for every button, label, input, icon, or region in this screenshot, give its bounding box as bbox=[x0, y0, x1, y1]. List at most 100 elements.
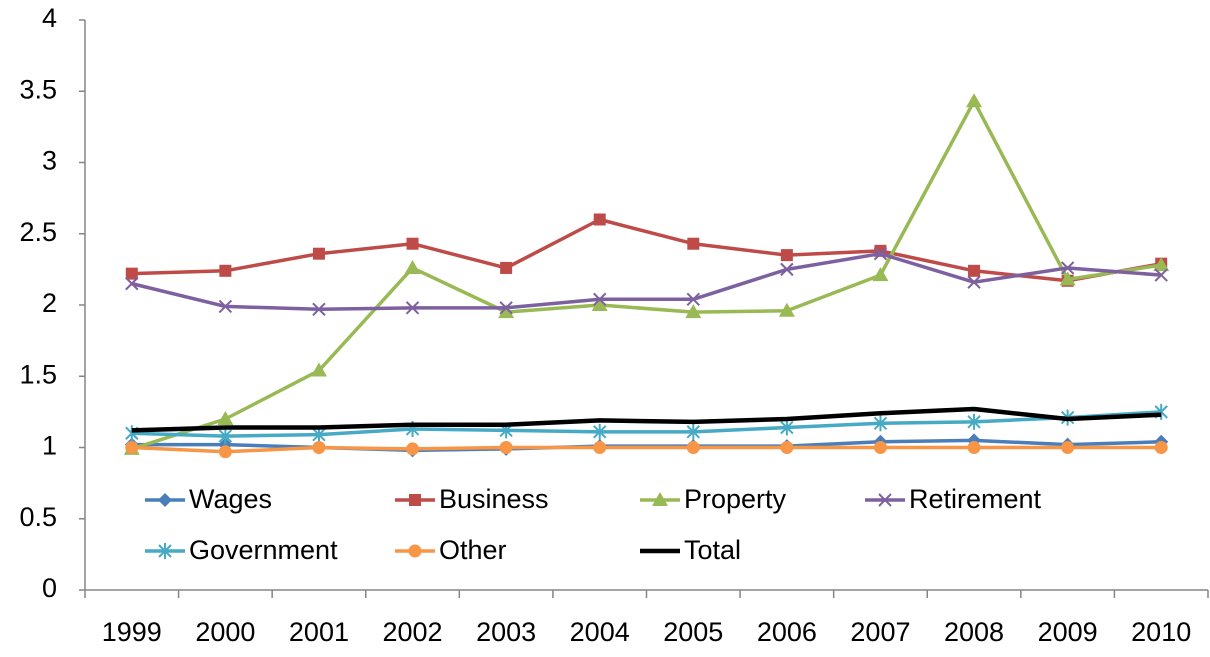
x-tick-label: 2002 bbox=[383, 617, 443, 647]
point-marker bbox=[498, 304, 515, 319]
legend-label: Other bbox=[439, 535, 507, 565]
point-marker bbox=[968, 264, 981, 277]
legend-marker bbox=[158, 493, 172, 507]
point-marker bbox=[404, 259, 421, 274]
point-marker bbox=[218, 299, 233, 314]
point-marker bbox=[217, 411, 234, 425]
series bbox=[131, 406, 1162, 433]
legend-item: Retirement bbox=[865, 484, 1042, 514]
point-marker bbox=[591, 297, 608, 311]
point-marker bbox=[1153, 257, 1170, 272]
series-line bbox=[131, 445, 1162, 454]
point-marker bbox=[873, 441, 887, 454]
point-marker bbox=[593, 213, 606, 226]
y-tick-label: 3 bbox=[42, 146, 57, 176]
series bbox=[125, 441, 1168, 459]
y-tick-label: 2 bbox=[42, 288, 57, 318]
series bbox=[125, 246, 1168, 316]
point-marker bbox=[125, 276, 139, 291]
point-marker bbox=[1061, 441, 1075, 454]
x-tick-label: 2000 bbox=[195, 617, 255, 647]
x-tick-label: 2003 bbox=[476, 617, 536, 647]
point-marker bbox=[872, 267, 889, 282]
series bbox=[125, 403, 1168, 445]
point-marker bbox=[780, 262, 794, 277]
legend-item: Other bbox=[395, 535, 507, 565]
series-line bbox=[131, 251, 1162, 312]
legend-item: Business bbox=[395, 484, 549, 514]
y-tick-label: 4 bbox=[42, 3, 57, 33]
point-marker bbox=[312, 302, 326, 316]
x-tick-label: 2010 bbox=[1131, 617, 1191, 647]
x-tick-label: 1999 bbox=[102, 617, 162, 647]
legend-label: Wages bbox=[189, 484, 272, 514]
point-marker bbox=[312, 247, 325, 260]
point-marker bbox=[873, 246, 888, 261]
point-marker bbox=[686, 292, 700, 307]
y-tick-label: 0 bbox=[42, 573, 57, 603]
series-line bbox=[131, 410, 1162, 438]
x-tick-label: 2009 bbox=[1038, 617, 1098, 647]
point-marker bbox=[686, 423, 700, 440]
point-marker bbox=[780, 249, 793, 262]
legend-label: Retirement bbox=[909, 484, 1042, 514]
y-tick-label: 0.5 bbox=[19, 502, 57, 532]
point-marker bbox=[406, 237, 419, 250]
point-marker bbox=[405, 301, 420, 315]
point-marker bbox=[1154, 268, 1168, 282]
point-marker bbox=[125, 267, 138, 280]
point-marker bbox=[219, 264, 232, 277]
series-line bbox=[131, 217, 1162, 283]
x-tick-label: 2007 bbox=[850, 617, 910, 647]
point-marker bbox=[687, 237, 700, 250]
point-marker bbox=[780, 441, 794, 454]
y-tick-label: 3.5 bbox=[19, 74, 57, 104]
x-tick-label: 2006 bbox=[757, 617, 817, 647]
point-marker bbox=[1059, 271, 1076, 286]
point-marker bbox=[966, 93, 983, 108]
legend-label: Property bbox=[684, 484, 787, 514]
point-marker bbox=[593, 292, 607, 307]
point-marker bbox=[967, 275, 981, 289]
point-marker bbox=[780, 419, 794, 436]
series-line bbox=[131, 99, 1162, 451]
series-line bbox=[131, 406, 1162, 433]
point-marker bbox=[778, 302, 795, 317]
legend-item: Property bbox=[640, 484, 787, 514]
legend-marker bbox=[878, 493, 892, 507]
point-marker bbox=[1154, 441, 1168, 454]
x-tick-label: 2004 bbox=[570, 617, 630, 647]
y-tick-label: 1.5 bbox=[19, 359, 57, 389]
point-marker bbox=[310, 362, 327, 377]
point-marker bbox=[499, 301, 513, 315]
x-tick-label: 2005 bbox=[663, 617, 723, 647]
point-marker bbox=[685, 304, 702, 319]
point-marker bbox=[967, 441, 981, 454]
point-marker bbox=[686, 441, 700, 454]
y-tick-label: 2.5 bbox=[19, 217, 57, 247]
legend-item: Government bbox=[145, 535, 338, 565]
point-marker bbox=[593, 441, 607, 454]
legend-marker bbox=[409, 494, 421, 506]
series bbox=[123, 93, 1170, 455]
legend-label: Government bbox=[189, 535, 338, 565]
point-marker bbox=[406, 442, 420, 456]
x-tick-label: 2008 bbox=[944, 617, 1004, 647]
point-marker bbox=[500, 261, 513, 274]
point-marker bbox=[1060, 261, 1075, 275]
point-marker bbox=[967, 413, 981, 430]
point-marker bbox=[312, 441, 326, 454]
point-marker bbox=[218, 445, 232, 459]
legend-item: Total bbox=[640, 535, 741, 565]
point-marker bbox=[218, 428, 233, 445]
x-tick-label: 2001 bbox=[289, 617, 349, 647]
point-marker bbox=[873, 415, 888, 432]
y-tick-label: 1 bbox=[42, 431, 57, 461]
legend-label: Total bbox=[684, 535, 741, 565]
legend-marker bbox=[652, 492, 668, 506]
point-marker bbox=[593, 423, 607, 440]
point-marker bbox=[125, 441, 139, 454]
legend-item: Wages bbox=[145, 484, 272, 514]
legend-marker bbox=[158, 543, 172, 559]
